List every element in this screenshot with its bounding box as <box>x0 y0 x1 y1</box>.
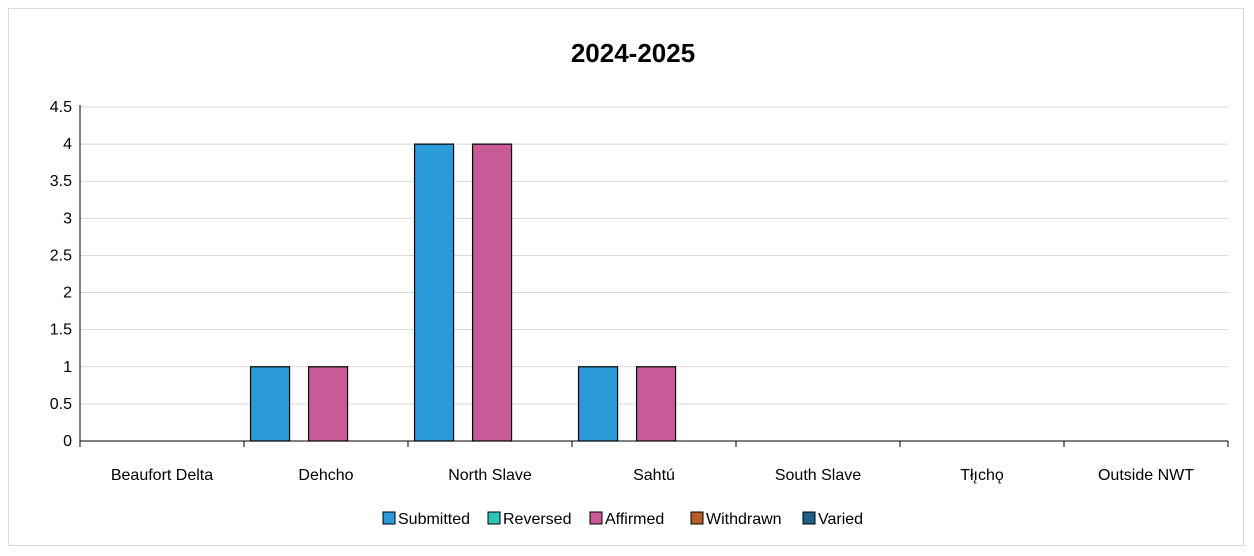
y-tick-label: 1.5 <box>50 322 72 339</box>
legend-label: Reversed <box>503 511 571 528</box>
bar-submitted <box>413 143 455 442</box>
legend-swatch <box>589 511 603 525</box>
bar-submitted <box>577 366 619 442</box>
y-tick-label: 4.5 <box>50 99 72 116</box>
bar-affirmed <box>635 366 677 442</box>
y-tick-label: 3 <box>63 210 72 227</box>
legend-label: Submitted <box>398 511 470 528</box>
legend-label: Affirmed <box>605 511 664 528</box>
legend-item: Submitted <box>382 511 470 528</box>
x-tick-label: Outside NWT <box>1098 467 1194 484</box>
bars <box>249 143 677 442</box>
bar-affirmed <box>471 143 513 442</box>
axes: 0 0.5 1 1.5 2 2.5 3 3.5 4 4.5 Beaufort Delta Dehcho… <box>50 99 1229 484</box>
x-tick-label: Dehcho <box>298 467 353 484</box>
legend-swatch <box>487 511 501 525</box>
gridlines <box>80 106 1228 405</box>
legend-label: Varied <box>818 511 863 528</box>
x-tick-label: Sahtú <box>633 467 675 484</box>
x-tick-label: Beaufort Delta <box>111 467 213 484</box>
legend-item: Affirmed <box>589 511 664 528</box>
x-tick-label: South Slave <box>775 467 861 484</box>
legend-swatch <box>382 511 396 525</box>
y-tick-label: 0.5 <box>50 396 72 413</box>
legend-swatch <box>802 511 816 525</box>
legend-item: Withdrawn <box>690 511 782 528</box>
y-tick-label: 4 <box>63 136 72 153</box>
y-tick-label: 2 <box>63 285 72 302</box>
bar-affirmed <box>307 366 349 442</box>
y-tick-label: 1 <box>63 359 72 376</box>
chart-frame <box>8 8 1244 546</box>
x-tick-label: North Slave <box>448 467 532 484</box>
legend-label: Withdrawn <box>706 511 782 528</box>
bar-submitted <box>249 366 291 442</box>
y-tick-label: 2.5 <box>50 247 72 264</box>
y-tick-label: 3.5 <box>50 173 72 190</box>
legend-item: Reversed <box>487 511 571 528</box>
legend-swatch <box>690 511 704 525</box>
legend: Submitted Reversed Affirmed Withdrawn Varied <box>382 511 863 528</box>
legend-item: Varied <box>802 511 863 528</box>
y-tick-label: 0 <box>63 433 72 450</box>
chart-title: 2024-2025 <box>571 38 695 68</box>
x-tick-label: Tłı̨chǫ <box>960 467 1004 484</box>
